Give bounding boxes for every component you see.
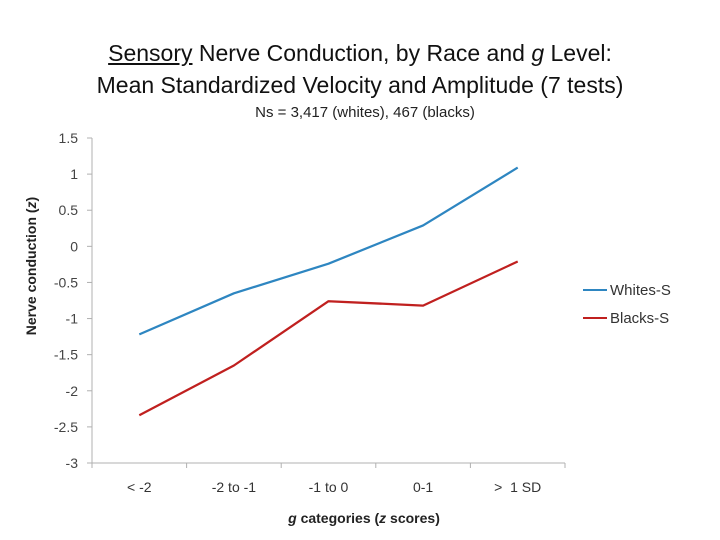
title-underlined-word: Sensory <box>108 40 193 66</box>
y-tick-label: 1.5 <box>59 130 79 146</box>
series-line-blacks-s <box>138 260 519 417</box>
legend-label-whites: Whites-S <box>610 282 671 299</box>
x-ticks: < -2 -2 to -1 -1 to 0 0-1 > 1 SD <box>91 463 566 495</box>
legend-label-blacks: Blacks-S <box>610 310 669 327</box>
x-tick-label: -1 to 0 <box>309 479 349 495</box>
y-tick-label: -1.5 <box>54 347 78 363</box>
x-axis-title: g categories (z scores) <box>287 510 440 526</box>
x-tick-label: -2 to -1 <box>212 479 257 495</box>
title-line1-suffix: Level: <box>544 40 612 66</box>
title-line1-text: Nerve Conduction, by Race and <box>192 40 532 66</box>
y-tick-label: -3 <box>66 455 79 471</box>
y-tick-label: -1 <box>66 311 79 327</box>
x-tick-label: > 1 SD <box>494 479 541 495</box>
y-tick-label: -2 <box>66 383 79 399</box>
y-tick-label: 0 <box>70 238 78 254</box>
y-tick-label: -2.5 <box>54 419 78 435</box>
legend: Whites-S Blacks-S <box>583 282 671 327</box>
x-tick-label: 0-1 <box>413 479 433 495</box>
chart-title-line2: Mean Standardized Velocity and Amplitude… <box>96 72 624 98</box>
series-line-whites-s <box>138 166 519 336</box>
y-tick-label: 1 <box>70 166 78 182</box>
chart-title-line1: Sensory Nerve Conduction, by Race and g … <box>0 38 720 68</box>
title-g-variable: g <box>531 40 545 66</box>
chart-subtitle: Ns = 3,417 (whites), 467 (blacks) <box>255 104 475 121</box>
x-tick-label: < -2 <box>127 479 152 495</box>
y-tick-label: 0.5 <box>59 202 79 218</box>
y-ticks: 1.5 1 0.5 0 -0.5 -1 -1.5 -2 -2.5 -3 <box>54 130 92 471</box>
y-tick-label: -0.5 <box>54 274 78 290</box>
y-axis-title: Nerve conduction (z) <box>23 197 39 335</box>
series-group <box>138 166 519 417</box>
